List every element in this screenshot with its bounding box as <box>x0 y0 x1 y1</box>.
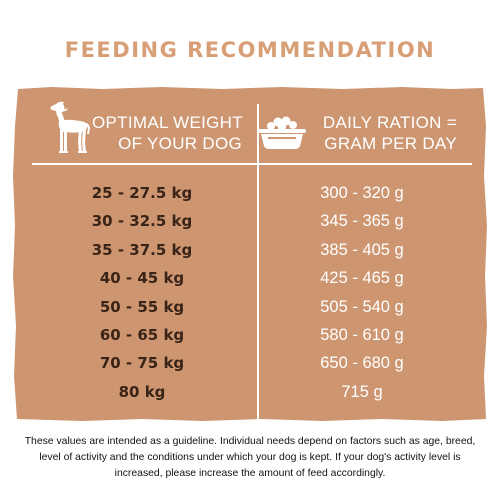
header-left-line2: OF YOUR DOG <box>118 134 242 153</box>
header-right-line1: DAILY RATION = <box>322 113 457 132</box>
weight-cell: 25 - 27.5 kg <box>91 184 193 202</box>
table-body: 25 - 27.5 kg 300 - 320 g 30 - 32.5 kg 34… <box>12 179 488 406</box>
weight-cell: 35 - 37.5 kg <box>91 240 193 259</box>
feeding-table: OPTIMAL WEIGHT OF YOUR DOG DAILY RATION … <box>12 86 488 422</box>
ration-cell: 505 - 540 g <box>320 297 404 316</box>
weight-cell: 30 - 32.5 kg <box>91 212 193 231</box>
ration-cell: 580 - 610 g <box>320 325 404 344</box>
weight-cell: 70 - 75 kg <box>99 354 185 373</box>
table-row: 50 - 55 kg 505 - 540 g <box>12 293 488 321</box>
food-bowl-icon <box>258 116 306 149</box>
table-row: 30 - 32.5 kg 345 - 365 g <box>12 207 488 235</box>
weight-cell: 60 - 65 kg <box>99 325 185 344</box>
weight-cell: 50 - 55 kg <box>99 297 185 316</box>
table-background <box>13 87 487 421</box>
ration-cell: 385 - 405 g <box>320 240 404 259</box>
header-left-line1: OPTIMAL WEIGHT <box>92 113 243 132</box>
page-title: FEEDING RECOMMENDATION <box>64 38 436 62</box>
ration-cell: 345 - 365 g <box>320 212 404 231</box>
table-row: 35 - 37.5 kg 385 - 405 g <box>12 236 488 264</box>
ration-cell: 715 g <box>341 382 383 401</box>
header-right-line2: GRAM PER DAY <box>324 134 457 153</box>
table-row: 60 - 65 kg 580 - 610 g <box>12 321 488 349</box>
weight-cell: 80 kg <box>118 382 166 401</box>
ration-cell: 425 - 465 g <box>320 269 404 288</box>
table-row: 70 - 75 kg 650 - 680 g <box>12 349 488 377</box>
header-optimal-weight: OPTIMAL WEIGHT OF YOUR DOG <box>92 112 243 154</box>
dog-icon <box>50 101 90 153</box>
ration-cell: 300 - 320 g <box>320 184 404 202</box>
column-divider <box>257 104 259 420</box>
guideline-footnote: These values are intended as a guideline… <box>24 436 476 479</box>
table-row: 80 kg 715 g <box>12 378 488 406</box>
ration-cell: 650 - 680 g <box>320 354 404 373</box>
table-row: 40 - 45 kg 425 - 465 g <box>12 264 488 292</box>
table-row: 25 - 27.5 kg 300 - 320 g <box>12 179 488 207</box>
header-divider <box>32 163 472 165</box>
header-daily-ration: DAILY RATION = GRAM PER DAY <box>312 112 457 154</box>
weight-cell: 40 - 45 kg <box>99 269 185 288</box>
